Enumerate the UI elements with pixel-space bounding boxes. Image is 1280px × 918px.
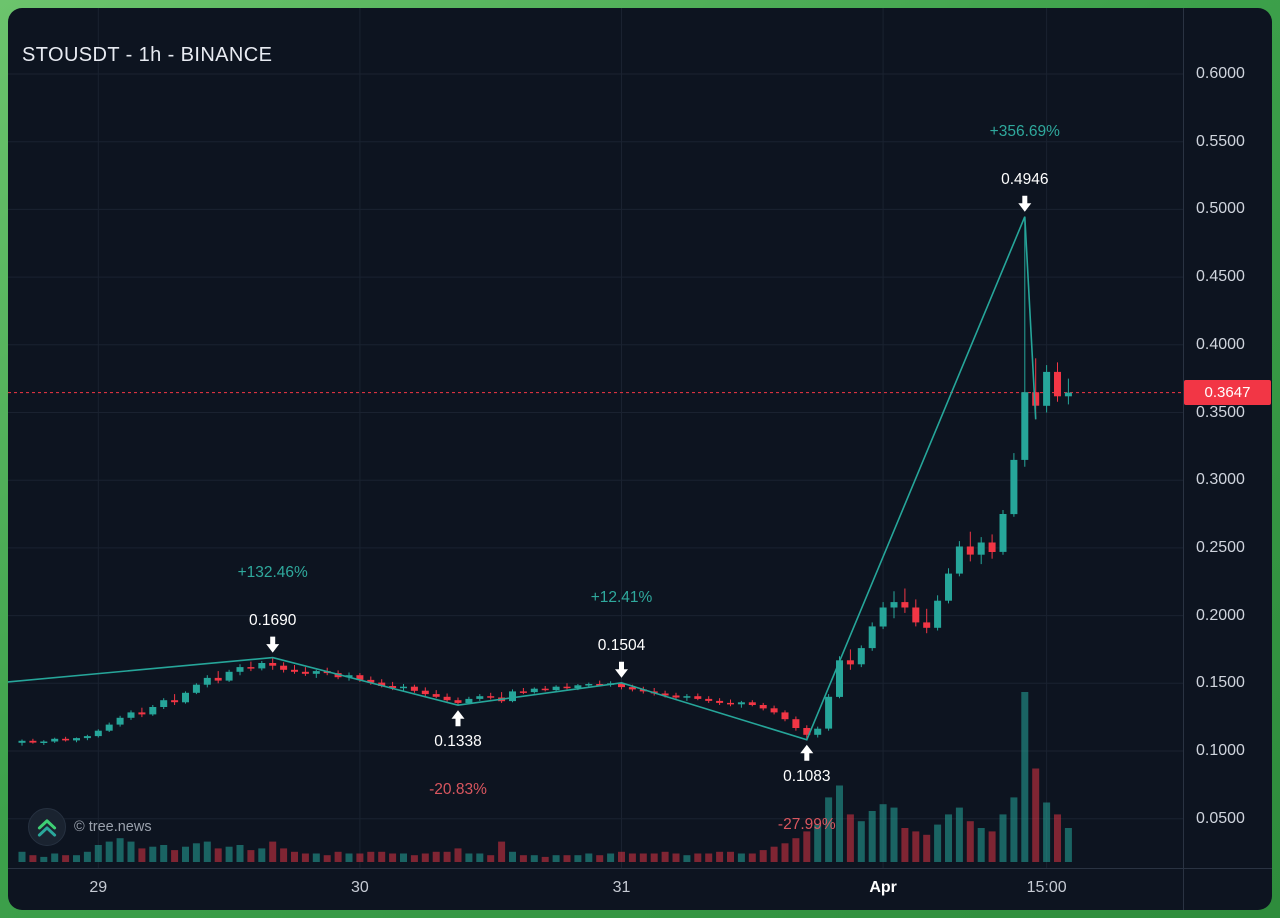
time-tick-label: 29 [89, 879, 108, 896]
tree-news-logo-icon [28, 808, 66, 846]
watermark: © tree.news [28, 808, 152, 846]
time-tick-label: 30 [350, 879, 369, 896]
candles-layer [18, 216, 1072, 746]
price-tick-label: 0.0500 [1196, 809, 1245, 827]
swing-up-arrow-icon [800, 744, 814, 761]
swing-down-arrow-icon [266, 636, 280, 653]
price-tick-label: 0.5500 [1196, 132, 1245, 150]
price-tick-label: 0.2500 [1196, 538, 1245, 556]
price-tick-label: 0.3000 [1196, 471, 1245, 489]
chart-title: STOUSDT - 1h - BINANCE [22, 44, 273, 66]
swing-up-arrow-icon [451, 710, 465, 727]
time-tick-label: 15:00 [1026, 879, 1067, 896]
time-axis[interactable]: 29 30 31 Apr 15:00 [8, 868, 1183, 910]
watermark-text: © tree.news [74, 819, 152, 835]
time-tick-label: 31 [612, 879, 631, 896]
price-tick-label: 0.6000 [1196, 65, 1245, 82]
grid-layer [8, 8, 1183, 868]
price-tick-label: 0.1500 [1196, 674, 1245, 692]
price-tick-label: 0.4000 [1196, 335, 1245, 353]
swing-arrows-layer [266, 195, 1032, 761]
chart-canvas[interactable] [8, 8, 1272, 910]
chart-window: 0.1690 +132.46% 0.1338 -20.83% 0.1504 +12.41%… [8, 8, 1272, 910]
price-tick-label: 0.4500 [1196, 268, 1245, 286]
swing-down-arrow-icon [1018, 195, 1032, 212]
axis-separators [8, 8, 1272, 910]
price-tick-label: 0.3500 [1196, 403, 1245, 421]
volume-layer [18, 692, 1072, 862]
time-tick-label: Apr [869, 879, 897, 896]
last-price-badge: 0.3647 [1184, 380, 1271, 406]
zigzag-line [8, 216, 1037, 741]
swing-down-arrow-icon [615, 661, 628, 678]
price-tick-label: 0.1000 [1196, 742, 1245, 759]
price-axis[interactable]: 0.6000 0.5500 0.5000 0.4500 0.4000 0.3500 0.30… [1183, 8, 1272, 868]
price-tick-label: 0.2000 [1196, 606, 1245, 624]
price-tick-label: 0.5000 [1196, 200, 1245, 218]
